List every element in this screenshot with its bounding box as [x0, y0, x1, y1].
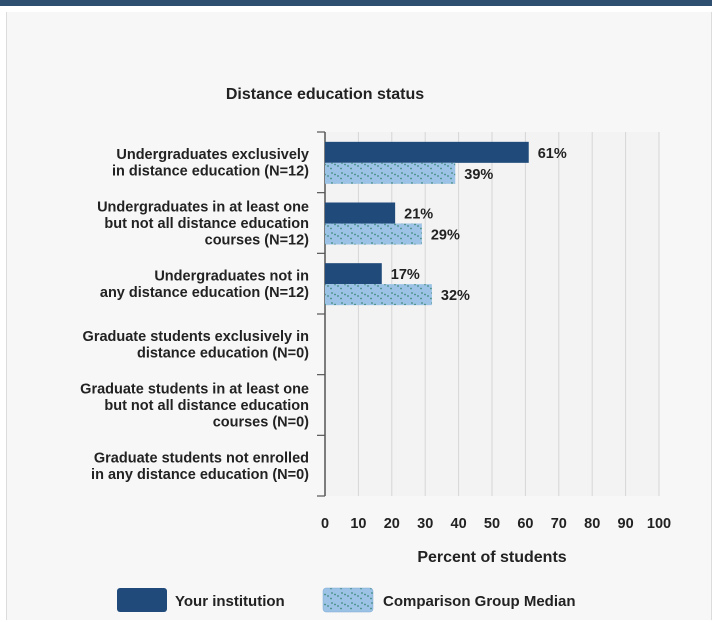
category-label-line: but not all distance education [104, 216, 309, 232]
category-label-line: in any distance education (N=0) [91, 467, 309, 483]
x-tick-60: 60 [517, 516, 533, 532]
top-accent-bar [0, 0, 712, 6]
bars [325, 141, 529, 306]
x-tick-40: 40 [451, 516, 467, 532]
category-label-line: courses (N=12) [205, 233, 310, 249]
category-label-line: any distance education (N=12) [100, 285, 309, 301]
value-label-your-institution-0: 61% [538, 146, 567, 162]
category-label-line: Graduate students not enrolled [94, 450, 309, 466]
category-label-line: Graduate students exclusively in [83, 329, 309, 345]
legend-swatch-your-institution [117, 588, 167, 612]
category-label-2: Undergraduates not in any distance educat… [100, 268, 309, 301]
x-tick-70: 70 [551, 516, 567, 532]
category-labels: Undergraduates exclusively in distance ed… [80, 147, 309, 483]
category-label-line: in distance education (N=12) [112, 164, 309, 180]
category-label-3: Graduate students exclusively in distance… [83, 329, 310, 362]
category-axis [317, 131, 326, 497]
bar-comparison-median-1 [325, 223, 422, 245]
category-label-line: Undergraduates in at least one [97, 200, 309, 216]
value-label-your-institution-1: 21% [404, 207, 433, 223]
category-label-line: distance education (N=0) [137, 346, 309, 362]
legend: Your institution Comparison Group Median [117, 587, 576, 613]
value-label-comparison-median-0: 39% [464, 167, 493, 183]
x-tick-labels: 0 10 20 30 40 50 60 70 80 90 100 [321, 516, 671, 532]
category-label-line: Undergraduates not in [154, 268, 309, 284]
gridlines [357, 132, 660, 496]
x-tick-50: 50 [484, 516, 500, 532]
category-label-line: Undergraduates exclusively [116, 147, 309, 163]
legend-swatch-comparison-group-median [322, 587, 374, 613]
x-tick-80: 80 [584, 516, 600, 532]
value-label-comparison-median-1: 29% [431, 228, 460, 244]
bar-comparison-median-0 [325, 162, 456, 184]
category-label-5: Graduate students not enrolled in any dis… [91, 450, 309, 483]
category-label-0: Undergraduates exclusively in distance ed… [112, 147, 309, 180]
x-tick-0: 0 [321, 516, 329, 532]
legend-label-comparison-group-median: Comparison Group Median [383, 593, 576, 610]
bar-your-institution-2 [325, 263, 382, 285]
x-tick-90: 90 [618, 516, 634, 532]
category-label-line: courses (N=0) [213, 415, 309, 431]
category-label-4: Graduate students in at least one but not… [80, 382, 309, 431]
chart-title: Distance education status [226, 86, 424, 103]
x-tick-30: 30 [417, 516, 433, 532]
value-labels: 61% 39% 21% 29% 17% 32% [391, 146, 567, 304]
x-tick-100: 100 [647, 516, 671, 532]
bar-comparison-median-2 [325, 284, 432, 306]
bar-your-institution-1 [325, 202, 396, 224]
x-tick-20: 20 [384, 516, 400, 532]
category-label-line: but not all distance education [104, 398, 309, 414]
x-axis-title: Percent of students [417, 549, 566, 566]
category-label-line: Graduate students in at least one [80, 382, 309, 398]
x-tick-10: 10 [350, 516, 366, 532]
bar-your-institution-0 [325, 141, 529, 163]
legend-label-your-institution: Your institution [175, 593, 285, 610]
value-label-your-institution-2: 17% [391, 267, 420, 283]
category-label-1: Undergraduates in at least one but not al… [97, 200, 309, 249]
value-label-comparison-median-2: 32% [441, 288, 470, 304]
